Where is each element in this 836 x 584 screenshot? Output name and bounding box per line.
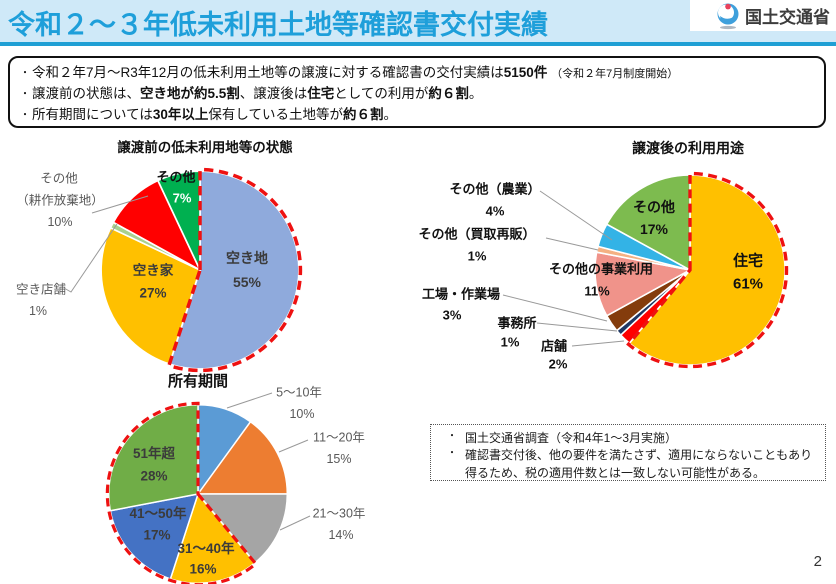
page-number: 2 — [813, 553, 822, 570]
bullet-dot: ・ — [20, 88, 30, 100]
slice-label: 事務所 — [497, 315, 537, 331]
mlit-logo-icon — [715, 2, 741, 30]
note-box: ・国土交通省調査（令和4年1〜3月実施） ・確認書交付後、他の要件を満たさず、適… — [430, 424, 826, 481]
bullet-dot: ・ — [20, 109, 30, 121]
slice-label: その他 — [40, 171, 78, 186]
slice-value: 2% — [548, 356, 568, 372]
slice-value: 28% — [140, 468, 168, 484]
header-rule — [0, 42, 836, 46]
bullet-dot: ・ — [447, 448, 457, 460]
slice-label: 住宅 — [732, 252, 764, 270]
slice-value: 55% — [232, 274, 262, 290]
pie-before-transfer — [100, 167, 303, 373]
slice-value: 14% — [328, 528, 354, 542]
slice-label: 工場・作業場 — [421, 286, 501, 302]
ministry-name: 国土交通省 — [745, 8, 830, 27]
note-bullet-2: ・確認書交付後、他の要件を満たさず、適用にならないこともあり得るため、税の適用件… — [447, 448, 813, 480]
slice-value: 1% — [467, 248, 487, 264]
summary-box: ・令和２年7月〜R3年12月の低未利用土地等の譲渡に対する確認書の交付実績は51… — [8, 56, 826, 128]
ministry-logo: 国土交通省 — [690, 0, 836, 31]
slice-label: その他 — [633, 199, 675, 215]
page-title: 令和２〜３年低未利用土地等確認書交付実績 — [8, 10, 548, 40]
slice-value: 10% — [289, 407, 315, 421]
slice-label: 31〜40年 — [177, 541, 235, 556]
slice-value: 3% — [442, 307, 462, 323]
chart-title-ownership-period: 所有期間 — [167, 373, 229, 390]
slice-label: その他の事業利用 — [548, 261, 654, 277]
summary-bullet-1: ・令和２年7月〜R3年12月の低未利用土地等の譲渡に対する確認書の交付実績は51… — [20, 65, 679, 80]
slice-label: 11〜20年 — [313, 430, 365, 445]
slice-value: 10% — [47, 215, 73, 229]
chart-title-before-transfer: 譲渡前の低未利用地等の状態 — [117, 140, 293, 155]
slice-value: 1% — [28, 304, 48, 318]
slice-label: 空き店舗 — [15, 282, 67, 297]
pie-ownership-period — [105, 401, 289, 584]
slice-label: その他（農業） — [449, 181, 541, 197]
note-bullet-1: ・国土交通省調査（令和4年1〜3月実施） — [447, 431, 678, 445]
bullet-dot: ・ — [447, 431, 457, 442]
slice-label: その他（買取再販） — [418, 226, 536, 242]
slice-label: 空き地 — [226, 250, 268, 266]
slice-value: 17% — [639, 221, 669, 237]
slice-value: 1% — [500, 334, 520, 350]
slice-label: 41〜50年 — [129, 506, 187, 521]
summary-bullet-2: ・譲渡前の状態は、空き地が約5.5割、譲渡後は住宅としての利用が約６割。 — [20, 85, 483, 101]
slice-label: 21〜30年 — [312, 506, 366, 521]
slice-label: （耕作放棄地） — [16, 193, 104, 208]
slice-label: 51年超 — [132, 446, 176, 461]
bullet-dot: ・ — [20, 68, 30, 79]
slice-value: 17% — [143, 527, 171, 543]
slice-label: 店舗 — [540, 338, 568, 354]
slice-value: 16% — [189, 561, 217, 577]
summary-bullet-3: ・所有期間については30年以上保有している土地等が約６割。 — [20, 106, 397, 122]
chart-title-after-transfer: 譲渡後の利用用途 — [632, 140, 744, 156]
slice-value: 15% — [326, 452, 352, 466]
slice-value: 7% — [172, 190, 192, 206]
slice-value: 27% — [139, 285, 167, 301]
slice-label: 5〜10年 — [276, 385, 322, 400]
slice-value: 4% — [485, 203, 505, 219]
slice-label: その他 — [156, 169, 196, 185]
slice-value: 11% — [584, 283, 610, 299]
slice-label: 空き家 — [132, 263, 174, 278]
slice-value: 61% — [732, 275, 764, 293]
